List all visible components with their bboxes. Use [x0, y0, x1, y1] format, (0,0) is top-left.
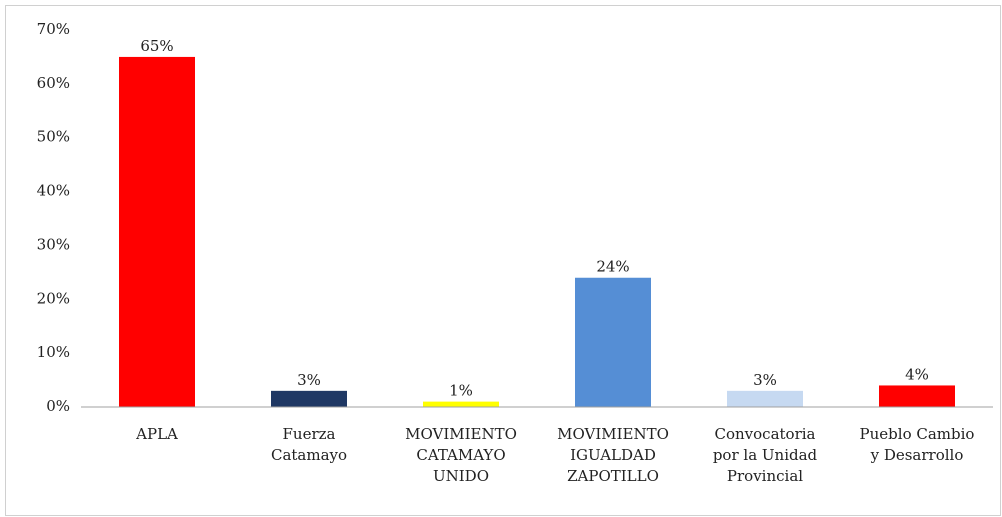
- y-tick-label: 10%: [37, 343, 70, 361]
- bar: [271, 390, 347, 407]
- y-tick-label: 20%: [37, 289, 70, 307]
- x-tick-label: Fuerza Catamayo: [270, 425, 348, 464]
- x-tick-label: Pueblo Cambio y Desarrollo: [859, 425, 975, 464]
- y-tick-label: 40%: [37, 182, 70, 200]
- data-label: 24%: [596, 258, 629, 276]
- bar: [119, 56, 195, 408]
- bar: [423, 401, 499, 407]
- y-tick-label: 0%: [46, 397, 70, 415]
- bar: [879, 385, 955, 407]
- y-tick-label: 70%: [37, 20, 70, 38]
- bar: [727, 390, 803, 407]
- data-label: 1%: [449, 382, 473, 400]
- data-label: 65%: [140, 37, 173, 55]
- data-label: 3%: [753, 371, 777, 389]
- chart-border: [5, 5, 1001, 516]
- x-tick-label: MOVIMIENTO IGUALDAD ZAPOTILLO: [557, 425, 669, 485]
- x-tick-label: Convocatoria por la Unidad Provincial: [712, 425, 818, 485]
- y-tick-label: 30%: [37, 235, 70, 253]
- data-label: 3%: [297, 371, 321, 389]
- data-label: 4%: [905, 365, 929, 383]
- y-tick-label: 60%: [37, 74, 70, 92]
- y-tick-label: 50%: [37, 128, 70, 146]
- x-tick-label: APLA: [136, 425, 178, 443]
- bar: [575, 277, 651, 407]
- x-tick-label: MOVIMIENTO CATAMAYO UNIDO: [405, 425, 517, 485]
